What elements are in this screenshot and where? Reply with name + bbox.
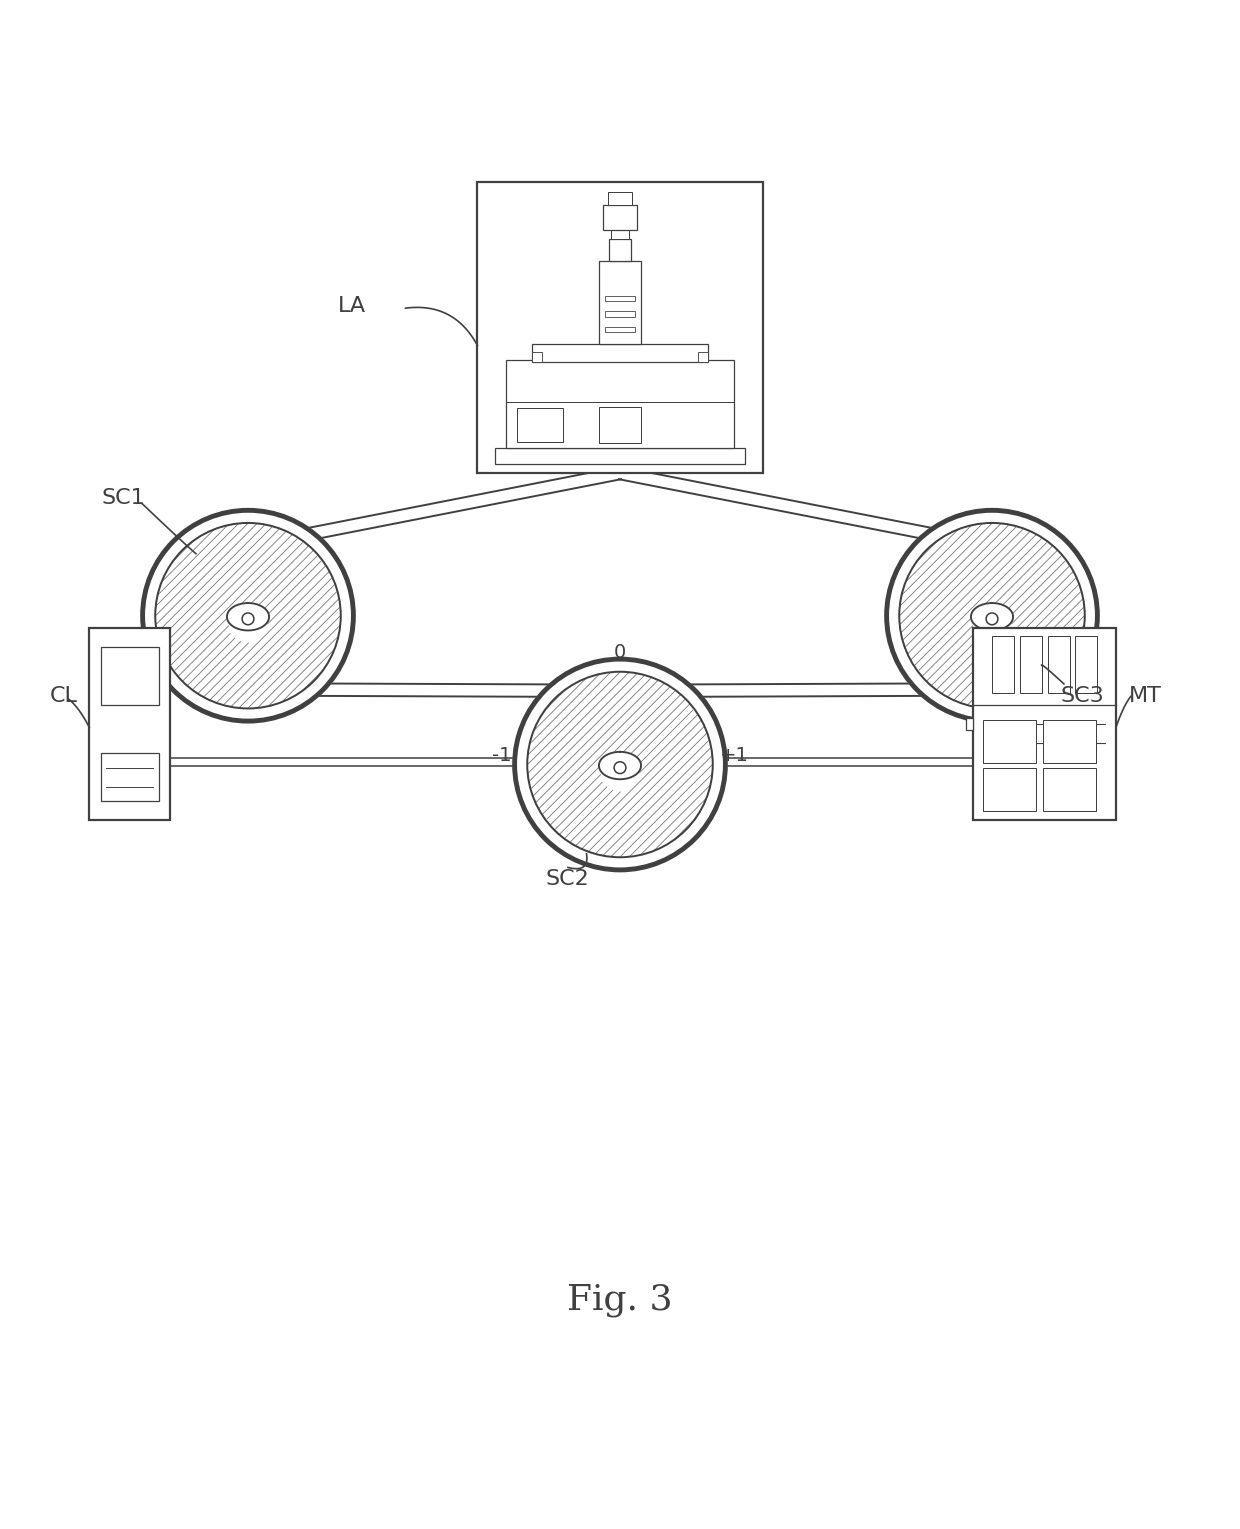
Text: SC1: SC1	[102, 488, 145, 508]
Bar	[1043, 769, 1096, 810]
Bar	[1019, 636, 1042, 694]
Text: MT: MT	[1128, 687, 1162, 706]
Bar	[599, 261, 641, 344]
Bar	[992, 636, 1014, 694]
Bar	[983, 720, 1037, 763]
Text: 0: 0	[614, 644, 626, 662]
Bar	[698, 352, 708, 361]
Bar	[966, 719, 973, 729]
Circle shape	[614, 761, 626, 774]
Text: -1: -1	[492, 746, 512, 766]
Bar	[532, 344, 708, 361]
Bar	[983, 769, 1037, 810]
Polygon shape	[599, 752, 641, 780]
Bar	[973, 628, 1116, 820]
Circle shape	[140, 508, 356, 723]
Bar	[506, 361, 734, 448]
Bar	[532, 352, 542, 361]
Text: SC2: SC2	[546, 868, 589, 888]
Bar	[599, 407, 641, 443]
Bar	[477, 182, 763, 472]
Circle shape	[884, 508, 1100, 723]
Bar	[100, 752, 159, 801]
Bar	[609, 239, 631, 261]
Bar	[605, 312, 635, 317]
Bar	[605, 327, 635, 332]
Text: +1: +1	[719, 746, 749, 766]
Bar	[495, 448, 745, 463]
Text: CL: CL	[50, 687, 77, 706]
Bar	[100, 647, 159, 705]
Polygon shape	[971, 602, 1013, 630]
Bar	[1075, 636, 1097, 694]
Circle shape	[242, 613, 254, 625]
Circle shape	[986, 613, 998, 625]
Circle shape	[512, 657, 728, 872]
Polygon shape	[227, 602, 269, 630]
Bar	[517, 408, 563, 442]
Text: SC3: SC3	[1060, 687, 1104, 706]
Text: Fig. 3: Fig. 3	[567, 1283, 673, 1316]
Bar	[603, 205, 637, 229]
Bar	[608, 193, 632, 205]
Bar	[611, 229, 629, 239]
Text: LA: LA	[337, 295, 366, 315]
Bar	[89, 628, 170, 820]
Bar	[1043, 720, 1096, 763]
Bar	[1048, 636, 1070, 694]
Bar	[605, 295, 635, 301]
